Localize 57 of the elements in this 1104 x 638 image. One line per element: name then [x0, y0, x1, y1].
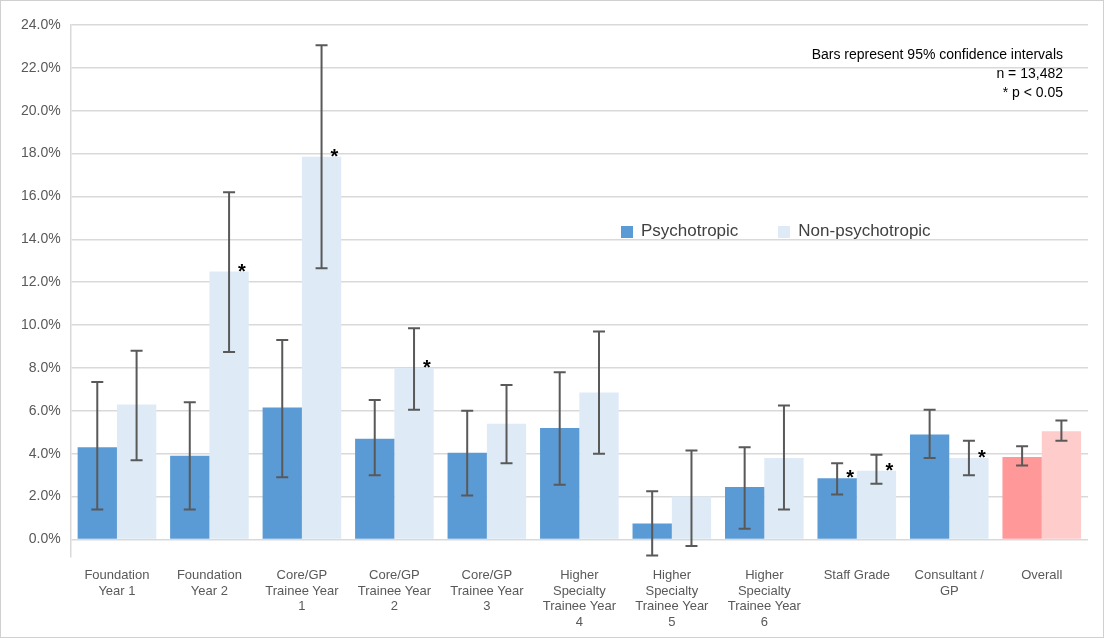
- annotation: * p < 0.05: [1001, 83, 1063, 102]
- bar: [725, 486, 765, 539]
- bar: [262, 407, 302, 539]
- bar: [486, 423, 527, 539]
- x-tick-label: Overall: [1021, 566, 1063, 582]
- bar: [579, 392, 619, 539]
- x-tick-label: Core/GP Trainee Year 3: [450, 566, 525, 614]
- bar: [909, 434, 950, 539]
- x-tick-label: Core/GP Trainee Year 1: [265, 566, 340, 614]
- x-tick-label: Foundation Year 2: [176, 566, 242, 598]
- bar: [1002, 456, 1042, 539]
- bar: [1041, 431, 1082, 539]
- annotation: *: [846, 466, 855, 489]
- y-tick-label: 14.0%: [20, 230, 61, 247]
- bar: [671, 496, 712, 539]
- bar: [170, 455, 210, 539]
- bar: [856, 470, 897, 539]
- x-tick-label: Core/GP Trainee Year 2: [357, 566, 432, 614]
- bar: [77, 447, 117, 539]
- bar: [447, 452, 487, 539]
- y-tick-label: 22.0%: [20, 58, 61, 75]
- bar: [817, 478, 857, 539]
- y-tick-label: 16.0%: [20, 187, 61, 204]
- y-tick-label: 2.0%: [28, 487, 61, 504]
- bar: [632, 523, 672, 539]
- x-tick-label: Higher Specialty Trainee Year 6: [727, 566, 802, 629]
- annotation: *: [330, 144, 339, 167]
- x-tick-label: Staff Grade: [823, 566, 890, 582]
- x-tick-label: Higher Specialty Trainee Year 4: [542, 566, 617, 629]
- bar: [355, 438, 395, 539]
- y-tick-label: 4.0%: [28, 444, 61, 461]
- legend-label: Non-psychotropic: [797, 221, 931, 241]
- annotation: *: [238, 259, 247, 282]
- x-tick-label: Consultant / GP: [914, 566, 985, 598]
- annotation: *: [977, 446, 986, 468]
- y-tick-label: 10.0%: [20, 315, 61, 332]
- bar: [116, 404, 157, 539]
- y-tick-label: 6.0%: [28, 401, 61, 418]
- y-tick-label: 20.0%: [20, 101, 61, 118]
- x-tick-label: Foundation Year 1: [84, 566, 150, 598]
- bar: [764, 458, 804, 539]
- annotation: n = 13,482: [995, 64, 1063, 83]
- y-tick-label: 18.0%: [20, 144, 61, 161]
- bar: [540, 427, 580, 539]
- x-tick-label: Higher Specialty Trainee Year 5: [635, 566, 710, 629]
- bar: [209, 271, 249, 539]
- legend-label: Psychotropic: [640, 221, 739, 241]
- bar: [394, 367, 434, 539]
- y-tick-label: 0.0%: [28, 530, 61, 547]
- bar: [301, 156, 342, 539]
- annotation: Bars represent 95% confidence intervals: [811, 45, 1063, 64]
- annotation: *: [885, 458, 894, 481]
- bar: [949, 458, 989, 539]
- y-tick-label: 8.0%: [28, 358, 61, 375]
- y-tick-label: 12.0%: [20, 273, 61, 290]
- y-tick-label: 24.0%: [20, 15, 61, 32]
- annotation: *: [423, 355, 432, 378]
